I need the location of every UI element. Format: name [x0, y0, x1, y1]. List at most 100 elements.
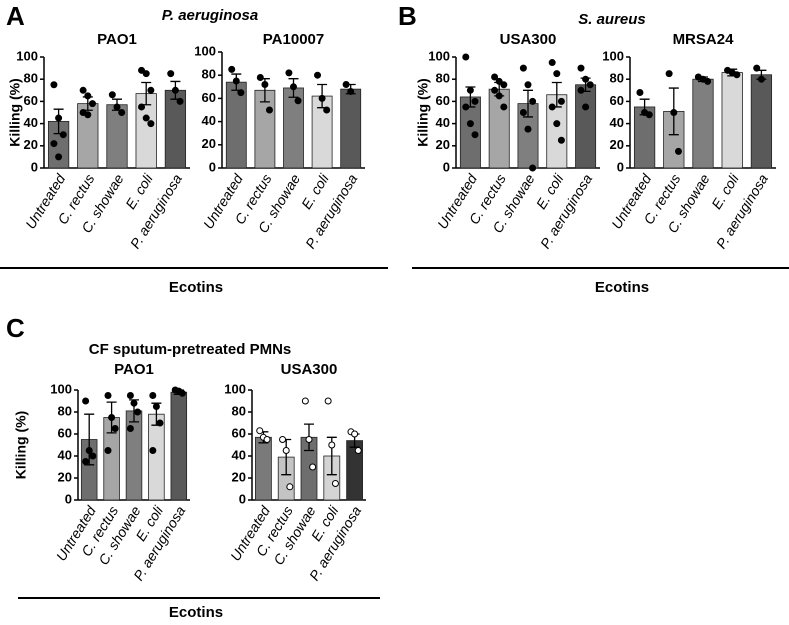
data-point — [50, 140, 58, 148]
data-point — [130, 399, 138, 407]
y-tick-label: 20 — [610, 137, 624, 152]
data-point — [462, 103, 470, 111]
data-point — [471, 131, 479, 139]
y-tick-label: 100 — [194, 43, 216, 58]
data-point — [314, 71, 322, 79]
y-tick-label: 20 — [202, 136, 216, 151]
data-point — [228, 65, 236, 73]
data-point — [301, 397, 309, 405]
data-point — [126, 392, 134, 399]
data-point — [318, 94, 326, 102]
bar — [170, 391, 188, 501]
y-tick-label: 100 — [50, 381, 72, 396]
bar — [575, 84, 597, 169]
data-point — [491, 86, 499, 94]
data-point — [147, 120, 155, 128]
y-tick-label: 80 — [58, 403, 72, 418]
data-point — [670, 109, 678, 116]
data-point — [354, 447, 362, 454]
data-point — [665, 70, 673, 78]
y-tick-label: 80 — [436, 71, 450, 86]
y-tick-label: 80 — [24, 71, 38, 86]
data-point — [55, 153, 63, 161]
y-tick-label: 80 — [610, 71, 624, 86]
data-point — [108, 414, 116, 421]
data-point — [149, 447, 157, 454]
panel-title: CF sputum-pretreated PMNs — [89, 341, 292, 358]
panel-xlabel: Ecotins — [595, 279, 649, 296]
data-point — [104, 392, 112, 399]
y-tick-label: 40 — [24, 115, 38, 130]
data-point — [142, 70, 150, 78]
data-point — [88, 100, 96, 108]
data-point — [59, 131, 67, 139]
data-point — [557, 136, 565, 144]
data-point — [757, 75, 765, 83]
data-point — [89, 452, 97, 460]
y-tick-label: 60 — [436, 93, 450, 108]
data-point — [286, 483, 294, 491]
bar — [125, 410, 143, 501]
data-point — [342, 80, 350, 88]
data-point — [138, 103, 146, 111]
panel-letter: B — [398, 1, 417, 31]
y-tick-label: 40 — [232, 447, 246, 462]
panel-letter: C — [6, 313, 25, 343]
data-point — [126, 425, 134, 432]
bar — [750, 74, 773, 169]
y-tick-label: 0 — [65, 491, 72, 506]
bar — [488, 88, 510, 169]
data-point — [79, 86, 87, 94]
panel-xlabel: Ecotins — [169, 604, 223, 621]
panel-title: S. aureus — [578, 11, 646, 28]
data-point — [351, 430, 359, 438]
y-tick-label: 0 — [617, 159, 624, 174]
data-point — [152, 403, 160, 410]
data-point — [553, 70, 561, 78]
y-tick-label: 0 — [209, 159, 216, 174]
data-point — [519, 109, 527, 116]
bar — [721, 72, 743, 169]
data-point — [104, 447, 112, 454]
data-point — [85, 447, 93, 454]
y-tick-label: 40 — [436, 115, 450, 130]
data-point — [82, 397, 90, 405]
data-point — [323, 106, 331, 114]
y-tick-label: 0 — [443, 159, 450, 174]
data-point — [176, 97, 184, 105]
data-point — [305, 436, 313, 443]
panel-xlabel: Ecotins — [169, 279, 223, 296]
data-point — [328, 441, 336, 449]
data-point — [636, 89, 644, 97]
y-tick-label: 40 — [610, 115, 624, 130]
y-tick-label: 100 — [224, 381, 246, 396]
data-point — [279, 436, 287, 443]
data-point — [142, 114, 150, 122]
data-point — [134, 408, 142, 416]
data-point — [495, 77, 503, 85]
data-point — [524, 125, 532, 133]
y-tick-label: 100 — [602, 48, 624, 63]
y-tick-label: 60 — [58, 425, 72, 440]
y-tick-label: 60 — [24, 93, 38, 108]
data-point — [733, 71, 741, 79]
data-point — [50, 81, 58, 89]
data-point — [553, 120, 561, 128]
data-point — [548, 103, 556, 111]
data-point — [309, 463, 317, 471]
data-point — [261, 80, 269, 88]
data-point — [674, 147, 682, 155]
data-point — [118, 109, 126, 116]
data-point — [256, 74, 264, 82]
data-point — [294, 97, 302, 105]
error-bar — [523, 89, 533, 118]
y-tick-label: 60 — [232, 425, 246, 440]
y-tick-label: 0 — [31, 159, 38, 174]
y-tick-label: 40 — [202, 113, 216, 128]
data-point — [577, 86, 585, 94]
data-point — [582, 103, 590, 111]
data-point — [237, 89, 245, 97]
data-point — [256, 427, 264, 435]
data-point — [529, 164, 537, 172]
